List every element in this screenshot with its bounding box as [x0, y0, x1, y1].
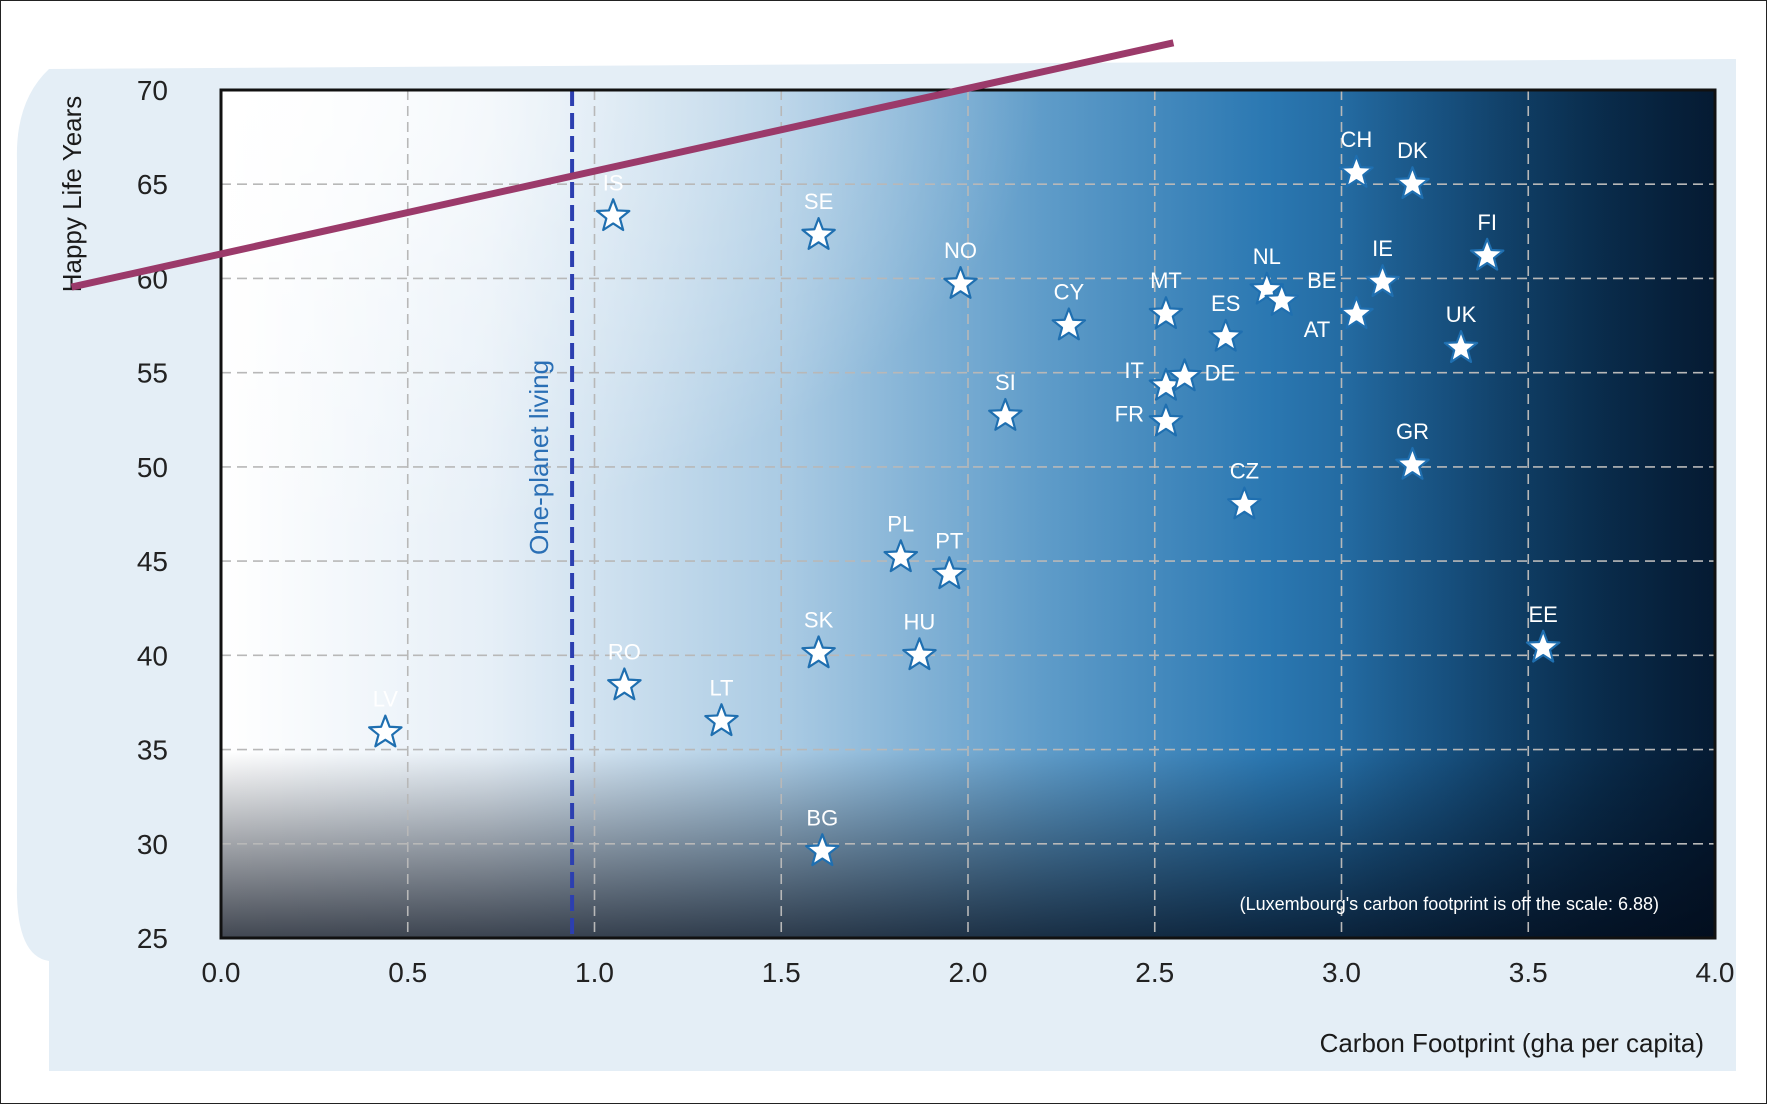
- point-label-ee: EE: [1529, 602, 1558, 627]
- star-marker-de: [1167, 358, 1202, 392]
- data-points: LV IS RO LT SE SK BG PL HU PT NO SI CY MT IT FR DE ES CZ NL…: [368, 127, 1561, 867]
- point-label-ro: RO: [608, 639, 641, 664]
- x-tick-label: 1.0: [575, 957, 614, 988]
- point-label-ie: IE: [1372, 236, 1393, 261]
- point-label-is: IS: [603, 170, 624, 195]
- x-tick-label: 1.5: [762, 957, 801, 988]
- y-axis-title: Happy Life Years: [57, 96, 87, 293]
- y-tick-label: 25: [137, 923, 168, 954]
- star-marker-ee: [1525, 629, 1561, 663]
- star-marker-lt: [704, 703, 739, 737]
- star-marker-pt: [932, 556, 967, 590]
- star-marker-si: [988, 397, 1023, 431]
- point-label-cz: CZ: [1230, 459, 1259, 484]
- star-marker-se: [801, 217, 836, 250]
- tick-labels: 0.0 0.5 1.0 1.5 2.0 2.5 3.0 3.5 4.0 25 30 35 40 45 50 5…: [137, 75, 1735, 988]
- star-marker-bg: [805, 833, 840, 867]
- star-marker-pl: [883, 539, 919, 573]
- x-tick-label: 3.0: [1322, 957, 1361, 988]
- star-marker-fr: [1148, 403, 1184, 437]
- point-label-si: SI: [995, 370, 1016, 395]
- point-label-uk: UK: [1446, 302, 1477, 327]
- point-label-pt: PT: [935, 528, 963, 553]
- star-marker-mt: [1148, 296, 1184, 330]
- star-marker-ro: [607, 667, 642, 701]
- star-marker-ie: [1365, 264, 1400, 298]
- trend-line-group: [70, 39, 1175, 291]
- star-marker-sk: [801, 635, 836, 669]
- star-marker-at: [1264, 282, 1300, 316]
- star-marker-lv: [368, 714, 403, 748]
- point-label-sk: SK: [804, 607, 834, 632]
- y-tick-label: 40: [137, 640, 168, 671]
- star-marker-be: [1339, 296, 1374, 330]
- point-label-lt: LT: [709, 675, 733, 700]
- point-label-lv: LV: [373, 687, 399, 712]
- point-label-bg: BG: [806, 805, 838, 830]
- point-label-mt: MT: [1150, 268, 1182, 293]
- x-tick-label: 4.0: [1696, 957, 1735, 988]
- y-tick-label: 35: [137, 735, 168, 766]
- grid-lines: [221, 90, 1715, 938]
- point-label-nl: NL: [1253, 244, 1281, 269]
- star-marker-hu: [902, 637, 937, 671]
- x-tick-label: 2.5: [1135, 957, 1174, 988]
- point-label-cy: CY: [1054, 280, 1085, 305]
- point-label-it: IT: [1124, 358, 1144, 383]
- point-label-gr: GR: [1396, 419, 1429, 444]
- point-label-fr: FR: [1115, 402, 1144, 427]
- star-marker-is: [595, 198, 631, 232]
- x-tick-label: 0.5: [388, 957, 427, 988]
- point-label-dk: DK: [1397, 138, 1428, 163]
- y-tick-label: 45: [137, 546, 168, 577]
- point-label-be: BE: [1307, 268, 1336, 293]
- y-tick-label: 30: [137, 829, 168, 860]
- point-label-se: SE: [804, 189, 833, 214]
- star-marker-cz: [1227, 486, 1262, 520]
- star-marker-uk: [1443, 330, 1479, 364]
- x-tick-label: 0.0: [202, 957, 241, 988]
- y-tick-label: 65: [137, 169, 168, 200]
- star-marker-dk: [1395, 166, 1430, 200]
- point-label-pl: PL: [887, 511, 914, 536]
- y-tick-label: 50: [137, 452, 168, 483]
- star-marker-es: [1208, 318, 1243, 352]
- reference-line-group: One-planet living: [524, 90, 575, 938]
- y-tick-label: 55: [137, 358, 168, 389]
- annotation-text: (Luxembourg's carbon footprint is off th…: [1240, 894, 1659, 914]
- point-label-no: NO: [944, 238, 977, 263]
- x-axis-title: Carbon Footprint (gha per capita): [1320, 1028, 1704, 1058]
- point-label-hu: HU: [904, 609, 936, 634]
- point-label-at: AT: [1304, 317, 1330, 342]
- point-label-ch: CH: [1341, 127, 1373, 152]
- star-marker-ch: [1339, 154, 1374, 188]
- one-planet-label: One-planet living: [524, 360, 554, 555]
- x-tick-label: 3.5: [1509, 957, 1548, 988]
- star-marker-gr: [1395, 446, 1430, 480]
- y-tick-label: 70: [137, 75, 168, 106]
- star-marker-cy: [1051, 307, 1087, 341]
- point-label-fi: FI: [1477, 210, 1497, 235]
- trend-line: [70, 39, 1175, 291]
- point-label-de: DE: [1205, 360, 1236, 385]
- star-marker-no: [943, 266, 978, 299]
- star-marker-fi: [1469, 237, 1505, 271]
- x-tick-label: 2.0: [949, 957, 988, 988]
- point-label-es: ES: [1211, 291, 1240, 316]
